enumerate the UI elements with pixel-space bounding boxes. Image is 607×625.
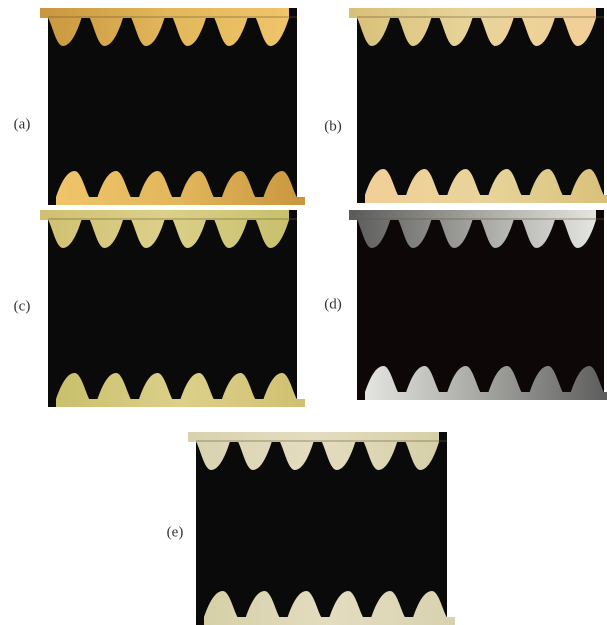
- figure: (a) (b) (c) (d) (e): [0, 0, 607, 625]
- background: [196, 432, 447, 625]
- micrograph-panel: [40, 210, 305, 407]
- panel-label: (d): [324, 296, 342, 312]
- page: (a)(b)(c)(d)(e) (() => { const data = JS…: [0, 0, 607, 625]
- background: [357, 8, 604, 203]
- panel-label: (b): [324, 118, 342, 134]
- background: [48, 210, 297, 407]
- panel-label: (e): [167, 524, 184, 540]
- panel-label: (c): [14, 298, 31, 314]
- micrograph-panel: [349, 8, 607, 203]
- micrograph-panel: [188, 432, 455, 625]
- micrograph-panel: [349, 210, 607, 400]
- micrograph-panel: [40, 8, 305, 205]
- background: [48, 8, 297, 205]
- panel-label: (a): [14, 116, 31, 132]
- background: [357, 210, 604, 400]
